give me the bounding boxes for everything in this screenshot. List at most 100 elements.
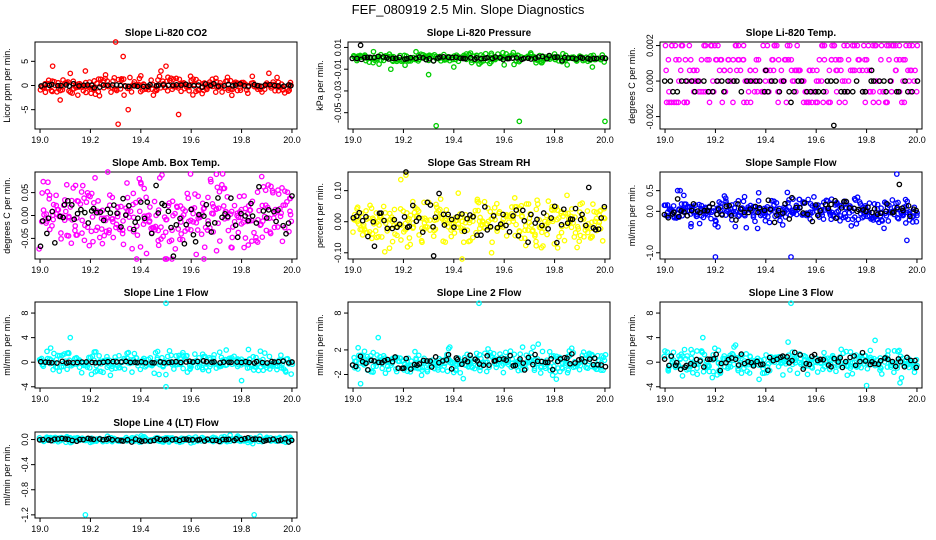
data-point xyxy=(59,435,65,442)
data-point xyxy=(163,216,170,223)
data-point xyxy=(163,63,169,70)
data-point xyxy=(907,213,913,220)
data-point xyxy=(229,83,236,89)
data-point xyxy=(800,366,807,372)
data-point xyxy=(150,92,157,99)
data-point xyxy=(841,42,847,49)
data-point xyxy=(884,99,890,106)
x-tick-label: 19.2 xyxy=(395,394,413,404)
data-point xyxy=(765,197,772,204)
y-tick-label: 8 xyxy=(645,311,655,316)
x-tick-label: 19.4 xyxy=(757,135,775,145)
plot-frame xyxy=(34,301,298,389)
x-tick-label: 20.0 xyxy=(596,265,614,275)
data-point xyxy=(732,356,739,363)
data-point xyxy=(747,353,754,360)
data-point xyxy=(721,67,728,74)
data-point xyxy=(700,214,707,221)
data-point xyxy=(814,369,821,375)
data-point xyxy=(794,370,801,377)
data-point xyxy=(584,229,591,236)
data-point xyxy=(697,209,703,216)
data-point xyxy=(136,208,143,215)
data-point xyxy=(105,229,112,236)
data-point xyxy=(503,222,509,229)
y-tick-label: 0.0 xyxy=(20,433,30,446)
data-point xyxy=(912,357,918,364)
y-tick-label: -0.05 xyxy=(333,102,343,123)
data-point xyxy=(171,366,177,372)
data-point xyxy=(375,53,382,60)
data-point xyxy=(554,54,561,60)
data-point xyxy=(901,363,908,370)
data-point xyxy=(532,351,538,358)
data-point xyxy=(215,205,222,212)
data-point xyxy=(827,99,834,106)
data-point xyxy=(896,42,903,49)
data-point xyxy=(223,436,229,443)
data-point xyxy=(601,357,608,364)
data-point xyxy=(896,181,903,188)
data-point xyxy=(184,190,191,197)
data-point xyxy=(483,368,490,375)
data-point xyxy=(664,349,671,356)
data-point xyxy=(900,207,906,214)
data-point xyxy=(370,349,377,356)
data-point xyxy=(381,248,388,255)
data-point xyxy=(545,225,551,232)
data-point xyxy=(892,363,899,370)
x-tick-label: 20.0 xyxy=(283,135,301,145)
data-point xyxy=(836,56,842,63)
data-point xyxy=(802,200,808,206)
y-tick-label: 0.05 xyxy=(20,184,30,202)
data-point xyxy=(275,83,282,89)
data-point xyxy=(730,56,737,63)
data-point xyxy=(725,78,731,84)
data-point xyxy=(190,92,196,98)
data-point xyxy=(271,224,278,231)
data-point xyxy=(467,217,473,223)
data-point xyxy=(241,244,247,251)
data-point xyxy=(684,99,691,106)
data-point xyxy=(832,56,839,63)
data-point xyxy=(404,210,410,216)
data-point xyxy=(788,300,794,307)
data-point xyxy=(569,351,575,357)
data-point xyxy=(853,78,860,84)
data-point xyxy=(63,181,70,188)
data-point xyxy=(144,199,151,205)
data-point xyxy=(288,371,295,377)
data-point xyxy=(878,365,884,371)
data-point xyxy=(416,232,422,238)
data-point xyxy=(199,84,206,91)
panel-title: Slope Sample Flow xyxy=(745,158,836,169)
data-point xyxy=(735,42,742,49)
data-point xyxy=(57,213,64,220)
data-point xyxy=(460,55,466,62)
data-point xyxy=(464,358,471,365)
data-point xyxy=(441,363,447,369)
data-point xyxy=(817,207,823,214)
data-point xyxy=(789,207,796,214)
data-point xyxy=(152,226,158,233)
data-point xyxy=(493,200,500,207)
data-point xyxy=(156,371,162,378)
data-point xyxy=(107,210,114,216)
x-tick-label: 19.2 xyxy=(82,135,100,145)
data-point xyxy=(602,55,609,62)
data-point xyxy=(283,230,289,237)
y-tick-label: 5 xyxy=(20,59,30,64)
data-point xyxy=(678,42,685,49)
data-point xyxy=(695,78,701,84)
data-point xyxy=(79,182,86,189)
data-point xyxy=(773,200,780,206)
data-point xyxy=(352,363,359,370)
data-point xyxy=(897,358,904,365)
data-point xyxy=(804,88,810,95)
data-point xyxy=(151,359,157,366)
data-point xyxy=(44,230,50,237)
data-point xyxy=(711,42,718,49)
data-point xyxy=(79,230,85,236)
data-point xyxy=(170,253,177,259)
data-point xyxy=(761,370,768,377)
